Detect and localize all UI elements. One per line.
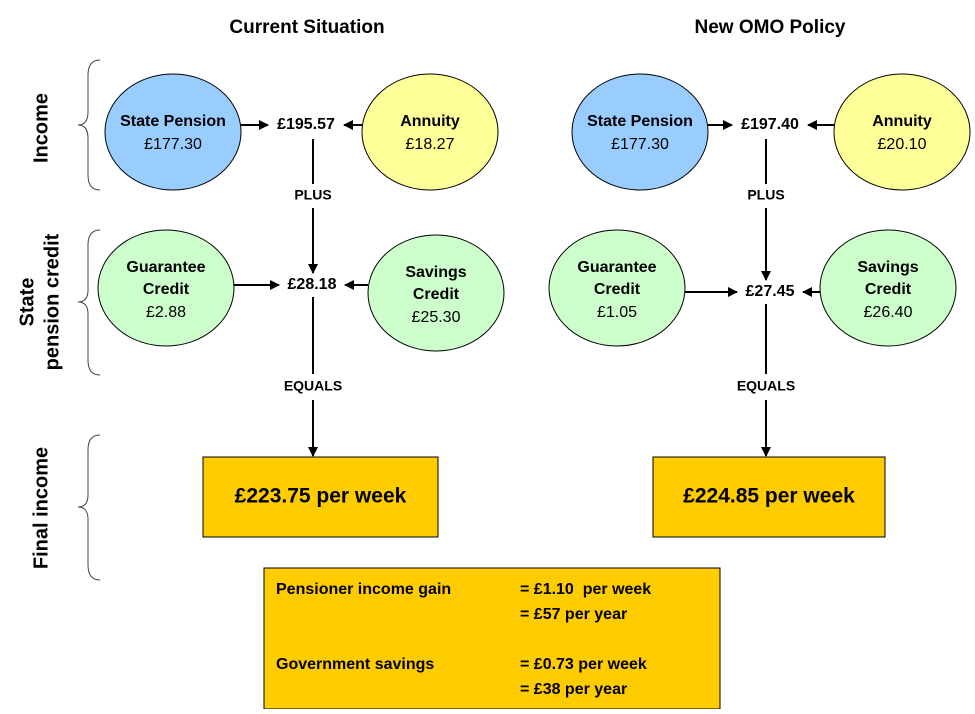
guarantee-credit-node [97,229,235,347]
brace [77,434,101,581]
node-label: Credit [865,281,912,298]
savings-credit-node [367,234,505,352]
node-amount: £26.40 [864,304,913,321]
state-pension-node [571,73,709,191]
column-title: Current Situation [229,17,384,38]
node-amount: £25.30 [412,309,461,326]
brace [77,59,101,191]
equals-label: EQUALS [284,378,342,394]
node-label: Annuity [400,113,460,130]
final-income: £223.75 per week [235,485,407,508]
credit-total: £28.18 [288,276,337,293]
row-label: Income [30,93,52,163]
node-label: Credit [594,281,641,298]
node-amount: £20.10 [878,136,927,153]
node-label: Savings [405,264,466,281]
row-label: pension credit [41,233,63,370]
node-amount: £177.30 [144,136,202,153]
summary-value: = £38 per year [520,681,627,698]
node-label: Guarantee [126,259,205,276]
node-label: Credit [143,281,190,298]
credit-total: £27.45 [746,283,795,300]
summary-value: = £1.10 per week [520,581,651,598]
row-label: Final income [30,447,52,569]
income-total: £197.40 [741,116,799,133]
summary-box [263,567,721,710]
summary-label: Pensioner income gain [276,581,451,598]
state-pension-node [104,73,242,191]
guarantee-credit-node [548,229,686,347]
node-label: Guarantee [577,259,656,276]
brace [77,229,101,376]
node-amount: £177.30 [611,136,669,153]
summary-value: = £0.73 per week [520,656,647,673]
final-income: £224.85 per week [683,485,855,508]
plus-label: PLUS [747,187,784,203]
annuity-node [361,73,499,191]
savings-credit-node [819,229,957,347]
summary-value: = £57 per year [520,606,627,623]
node-amount: £2.88 [146,304,186,321]
node-label: State Pension [587,113,693,130]
final-box [202,456,439,538]
annuity-node [833,73,971,191]
node-label: Credit [413,286,460,303]
income-total: £195.57 [277,116,335,133]
node-amount: £18.27 [406,136,455,153]
row-label: State [16,278,38,327]
node-label: Savings [857,259,918,276]
node-amount: £1.05 [597,304,637,321]
equals-label: EQUALS [737,378,795,394]
final-box [652,456,886,538]
plus-label: PLUS [294,187,331,203]
summary-label: Government savings [276,656,434,673]
column-title: New OMO Policy [695,17,846,38]
node-label: State Pension [120,113,226,130]
node-label: Annuity [872,113,932,130]
